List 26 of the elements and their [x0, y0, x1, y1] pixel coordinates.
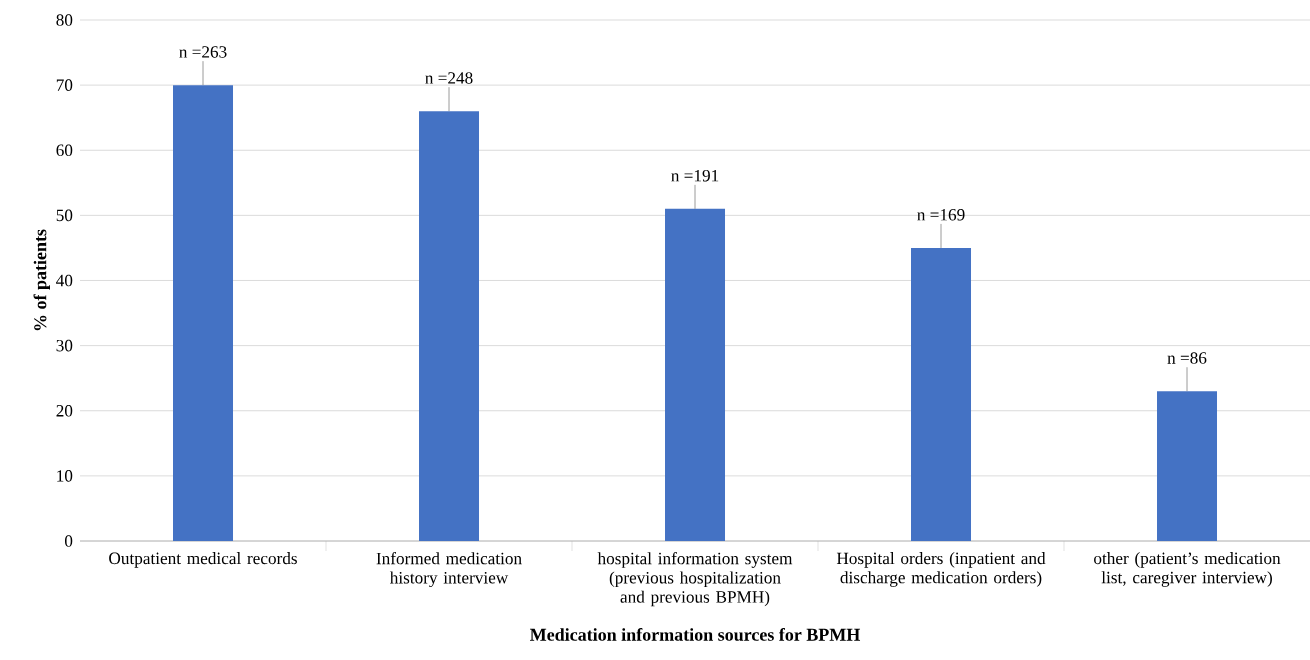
y-tick-label: 70 — [56, 79, 73, 91]
y-tick-label: 80 — [56, 14, 73, 26]
annotation: n =169 — [917, 208, 965, 221]
annotation: n =263 — [179, 46, 227, 58]
y-tick-label: 10 — [57, 470, 73, 482]
x-axis-title: Medication information sources for BPMH — [530, 627, 861, 641]
x-tick-label: Outpatient medical records — [109, 552, 297, 568]
y-tick-label: 0 — [65, 535, 73, 547]
x-tick-label: other (patient’s medication list, caregiver interview) — [1094, 552, 1281, 587]
bar — [173, 85, 234, 541]
x-tick-label: hospital information system (previous hospitalization and previous BPMH) — [597, 552, 793, 607]
y-tick-label: 50 — [56, 209, 73, 222]
bar — [665, 208, 726, 541]
bar — [911, 247, 972, 541]
x-tick-label: Informed medication history interview — [376, 552, 522, 588]
annotation: n =248 — [425, 72, 473, 84]
y-tick-label: 40 — [56, 274, 73, 287]
annotation: n =191 — [671, 169, 719, 182]
bar — [1157, 391, 1218, 541]
annotation: n =86 — [1167, 352, 1207, 364]
y-tick-label: 30 — [56, 339, 73, 352]
y-tick-label: 60 — [56, 144, 73, 157]
y-axis-title: % of patients — [33, 229, 50, 331]
x-tick-label: Hospital orders (inpatient and discharge medication orders) — [836, 552, 1046, 587]
bar — [419, 111, 479, 541]
y-tick-label: 20 — [56, 404, 73, 417]
